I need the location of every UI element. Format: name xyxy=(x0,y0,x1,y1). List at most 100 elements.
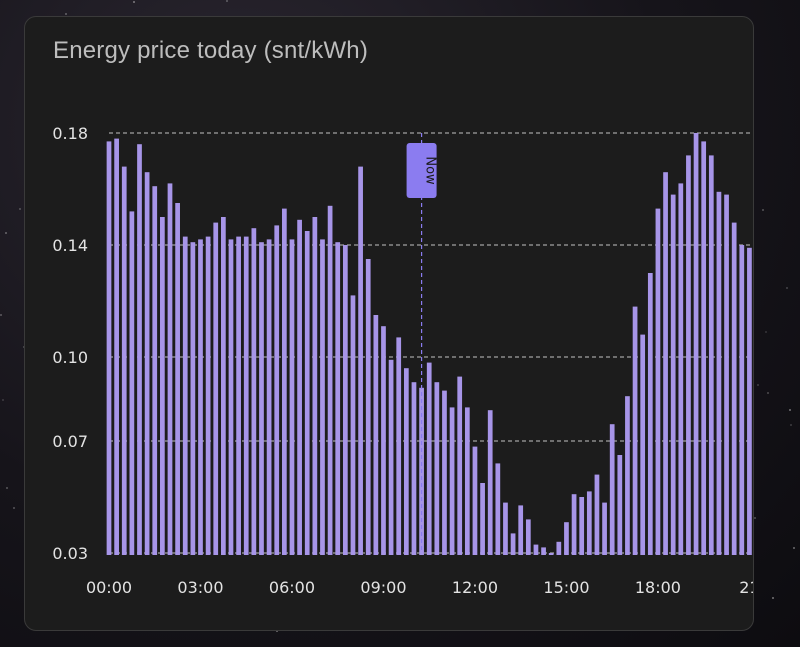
price-bar xyxy=(495,463,501,555)
star-dot xyxy=(133,1,135,3)
price-bar xyxy=(327,205,333,556)
price-bar xyxy=(548,553,554,555)
price-bar xyxy=(602,502,607,555)
price-bar xyxy=(365,259,371,555)
price-bar xyxy=(358,166,363,555)
price-bar xyxy=(167,183,173,555)
star-dot xyxy=(767,392,769,394)
price-bar xyxy=(678,183,684,555)
price-bar xyxy=(739,245,745,555)
price-bar xyxy=(373,315,379,555)
card-title: Energy price today (snt/kWh) xyxy=(53,37,369,64)
price-bar xyxy=(686,155,691,555)
price-bar xyxy=(381,326,386,555)
price-bar xyxy=(304,231,310,555)
x-tick-label: 15:00 xyxy=(543,578,589,597)
star-dot xyxy=(786,287,788,289)
price-bar xyxy=(259,242,264,555)
price-bar xyxy=(655,208,661,555)
price-bar xyxy=(449,407,455,555)
price-bar xyxy=(243,236,249,555)
price-bar xyxy=(320,239,325,555)
now-label: Now xyxy=(423,156,438,185)
price-bar xyxy=(708,155,714,555)
price-bar xyxy=(487,410,493,555)
price-bar xyxy=(541,547,546,555)
price-bar-chart: 0.18 0.14 0.10 0.07 0.03 00:00 03:00 06:00 09:00… xyxy=(52,124,753,597)
price-bar xyxy=(442,390,447,555)
price-bar xyxy=(693,133,699,555)
price-bar xyxy=(411,382,417,555)
price-bar xyxy=(251,228,257,555)
price-bar xyxy=(663,172,668,555)
price-bar xyxy=(144,172,150,555)
x-tick-label: 09:00 xyxy=(360,578,406,597)
star-dot xyxy=(793,547,795,549)
star-dot xyxy=(5,232,7,234)
star-dot xyxy=(19,208,21,210)
x-tick-label: 00:00 xyxy=(86,578,132,597)
price-bar xyxy=(556,541,562,555)
now-marker: Now xyxy=(406,133,438,553)
price-bar xyxy=(640,334,646,555)
price-bar xyxy=(434,382,440,555)
star-dot xyxy=(762,209,764,211)
axis-ticks: 0.18 0.14 0.10 0.07 0.03 00:00 03:00 06:00 09:00… xyxy=(52,124,753,597)
price-bar xyxy=(579,497,585,555)
price-bar xyxy=(503,502,508,555)
price-bar xyxy=(525,519,531,555)
price-bar xyxy=(137,144,142,555)
price-bar xyxy=(670,194,676,555)
y-tick-label: 0.03 xyxy=(52,544,88,563)
price-bar xyxy=(586,491,592,555)
y-tick-label: 0.14 xyxy=(52,236,88,255)
now-badge xyxy=(406,143,437,198)
price-bar xyxy=(342,245,348,555)
price-bar xyxy=(220,217,226,555)
price-bar xyxy=(335,242,341,555)
price-bar xyxy=(190,242,196,555)
star-dot xyxy=(754,517,756,519)
price-bar xyxy=(426,362,432,555)
price-bar xyxy=(480,483,485,555)
price-bar xyxy=(213,222,219,555)
price-bar xyxy=(121,166,127,555)
y-tick-label: 0.18 xyxy=(52,124,88,143)
price-bar xyxy=(114,138,119,555)
star-dot xyxy=(789,409,791,411)
star-dot xyxy=(2,399,4,401)
star-dot xyxy=(226,0,228,2)
price-bar xyxy=(106,141,112,555)
price-bar xyxy=(403,368,409,555)
price-bar xyxy=(510,533,516,555)
price-bar xyxy=(312,217,318,555)
price-bar xyxy=(617,455,623,555)
star-dot xyxy=(276,630,278,632)
price-bar xyxy=(297,219,302,556)
price-bar xyxy=(571,494,577,555)
price-bar xyxy=(205,236,211,555)
star-dot xyxy=(765,331,767,333)
price-bar xyxy=(281,208,287,555)
bar-series xyxy=(106,133,752,556)
price-bar xyxy=(289,239,295,555)
price-bar xyxy=(350,295,356,555)
price-bar xyxy=(236,236,241,555)
price-bar xyxy=(701,141,707,555)
price-bar xyxy=(228,239,234,555)
price-bar xyxy=(747,247,752,556)
price-bar xyxy=(518,505,524,555)
y-tick-label: 0.10 xyxy=(52,348,88,367)
y-tick-label: 0.07 xyxy=(52,432,88,451)
price-bar xyxy=(625,396,630,555)
star-dot xyxy=(13,507,15,509)
price-bar xyxy=(388,359,394,555)
price-bar xyxy=(731,222,737,555)
x-tick-label: 03:00 xyxy=(177,578,223,597)
price-bar xyxy=(632,306,638,555)
x-tick-label: 18:00 xyxy=(635,578,681,597)
price-bar xyxy=(647,273,653,555)
price-bar xyxy=(152,186,158,555)
x-tick-label: 06:00 xyxy=(269,578,315,597)
x-tick-label: 12:00 xyxy=(452,578,498,597)
